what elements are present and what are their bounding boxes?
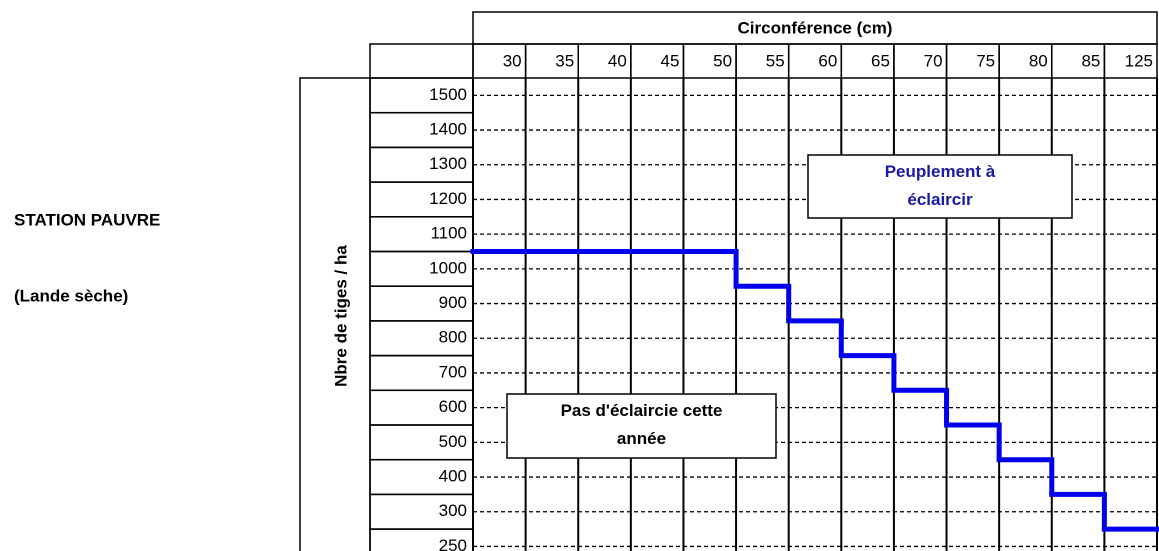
y-tick-label: 300 [439,501,467,520]
x-tick-label: 85 [1081,51,1100,70]
annotation-box [506,393,777,459]
x-tick-label: 60 [818,51,837,70]
y-tick-label: 600 [439,397,467,416]
y-tick-label: 900 [439,293,467,312]
y-tick-label: 1200 [429,189,467,208]
blank-cell [369,43,474,79]
y-tick-label: 400 [439,467,467,486]
x-tick-label: 55 [766,51,785,70]
y-tick-label: 800 [439,328,467,347]
x-tick-label: 125 [1125,51,1153,70]
x-tick-label: 75 [976,51,995,70]
x-tick-label: 70 [924,51,943,70]
y-tick-label: 1500 [429,85,467,104]
y-tick-label: 250 [439,536,467,551]
annotation: Peuplement à éclaircir [885,162,996,209]
annotation-box [807,154,1073,219]
annotation: Pas d'éclaircie cette année [561,401,723,448]
y-tick-label: 1300 [429,154,467,173]
x-tick-label: 65 [871,51,890,70]
x-axis-label: Circonférence (cm) [738,18,893,37]
y-axis-label: Nbre de tiges / ha [331,245,350,387]
x-tick-label: 80 [1029,51,1048,70]
y-tick-label: 1100 [430,224,467,243]
x-tick-label: 50 [713,51,732,70]
y-tick-label: 1400 [429,120,467,139]
column-cell [1103,43,1158,79]
x-tick-label: 45 [661,51,680,70]
x-tick-label: 35 [555,51,574,70]
y-tick-label: 700 [439,362,467,381]
y-tick-label: 500 [439,432,467,451]
y-tick-label: 1000 [429,258,467,277]
x-tick-label: 40 [608,51,627,70]
side-title: STATION PAUVRE [14,210,160,229]
side-subtitle: (Lande sèche) [14,286,128,305]
x-tick-label: 30 [503,51,522,70]
